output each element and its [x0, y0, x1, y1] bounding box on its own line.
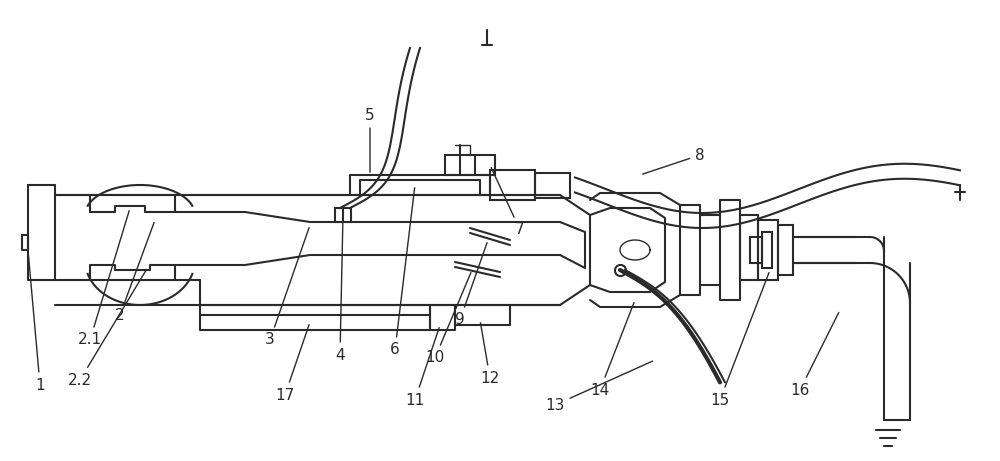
Bar — [762, 232, 772, 268]
Bar — [778, 225, 793, 275]
Bar — [335, 208, 351, 222]
Text: 10: 10 — [425, 272, 471, 366]
Text: 9: 9 — [455, 242, 487, 327]
Text: 13: 13 — [545, 361, 652, 413]
Bar — [740, 215, 758, 280]
Text: 8: 8 — [643, 148, 705, 174]
Text: 17: 17 — [275, 325, 309, 402]
Text: 2.1: 2.1 — [78, 211, 129, 348]
Text: 6: 6 — [390, 188, 415, 357]
Text: 2: 2 — [115, 223, 154, 323]
Text: 16: 16 — [790, 313, 839, 397]
Bar — [445, 155, 495, 175]
Text: 11: 11 — [405, 328, 439, 408]
Text: 7: 7 — [491, 167, 525, 237]
Bar — [758, 220, 778, 280]
Text: 14: 14 — [590, 302, 634, 397]
Text: 5: 5 — [365, 107, 375, 172]
Text: 1: 1 — [28, 253, 45, 392]
Text: 4: 4 — [335, 218, 345, 362]
Text: 2.2: 2.2 — [68, 269, 147, 388]
Text: 3: 3 — [265, 228, 309, 348]
Bar — [750, 237, 762, 263]
Text: 12: 12 — [480, 323, 500, 385]
Text: 15: 15 — [710, 272, 769, 408]
Bar — [535, 173, 570, 198]
Bar — [490, 170, 535, 200]
